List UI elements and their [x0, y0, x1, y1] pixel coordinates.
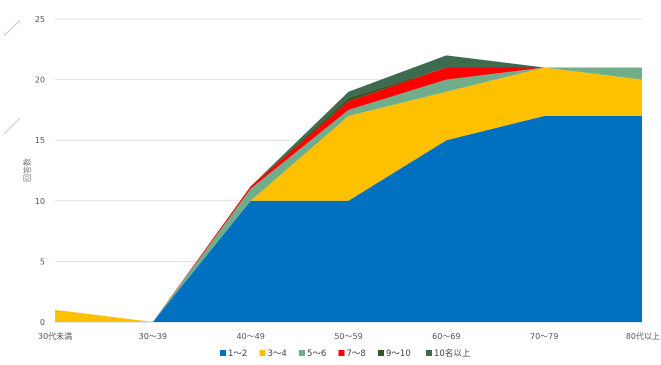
legend-swatch	[220, 350, 226, 356]
y-tick-label: 25	[35, 15, 45, 24]
area-series-2	[55, 67, 642, 322]
y-tick-label: 15	[35, 136, 45, 145]
y-tick-label: 0	[40, 318, 45, 327]
x-axis: 30代未満 30〜39 40〜49 50〜59 60〜69 70〜79 80代以上	[38, 331, 660, 341]
y-axis: 0 5 10 15 20 25	[35, 15, 45, 327]
x-tick-label: 40〜49	[236, 332, 264, 341]
legend-label: 7〜8	[347, 349, 366, 359]
decorative-diagonal-line-bottom	[3, 117, 21, 135]
x-tick-label: 50〜59	[334, 332, 362, 341]
x-tick-label: 80代以上	[626, 331, 660, 341]
legend-label: 10名以上	[434, 348, 471, 359]
legend-label: 3〜4	[268, 349, 287, 359]
y-axis-label: 回答数	[22, 158, 32, 182]
x-tick-label: 60〜69	[432, 332, 460, 341]
legend-label: 9〜10	[386, 349, 411, 359]
legend-swatch	[259, 350, 266, 356]
y-tick-label: 20	[35, 76, 45, 85]
legend-swatch	[378, 350, 384, 356]
x-tick-label: 30代未満	[38, 331, 72, 341]
legend-label: 1〜2	[228, 349, 247, 359]
area-series-3	[55, 67, 642, 322]
legend-label: 5〜6	[307, 349, 326, 359]
area-series-1	[55, 115, 642, 323]
legend-swatch	[426, 350, 432, 356]
x-tick-label: 70〜79	[530, 332, 558, 341]
decorative-diagonal-line-top	[3, 19, 21, 37]
y-tick-label: 10	[35, 197, 45, 206]
y-tick-label: 5	[40, 257, 45, 266]
legend: 1〜2 3〜4 5〜6 7〜8 9〜10 10名以上	[220, 348, 471, 359]
legend-swatch	[299, 350, 305, 356]
area-series	[55, 55, 642, 323]
x-tick-label: 30〜39	[139, 332, 167, 341]
legend-swatch	[338, 350, 345, 356]
